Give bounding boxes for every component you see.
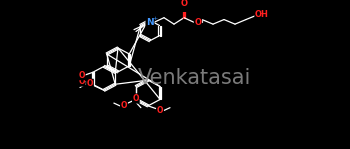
Text: O: O <box>195 18 202 27</box>
Text: N: N <box>146 18 154 27</box>
Text: O: O <box>157 106 163 115</box>
Text: Venkatasai: Venkatasai <box>138 68 252 88</box>
Text: O: O <box>78 77 85 86</box>
Text: O: O <box>133 94 139 103</box>
Text: O: O <box>181 0 188 7</box>
Text: OH: OH <box>255 10 269 20</box>
Text: O: O <box>121 101 127 110</box>
Text: +: + <box>152 16 157 21</box>
Text: O: O <box>78 71 85 80</box>
Text: O: O <box>87 79 93 88</box>
